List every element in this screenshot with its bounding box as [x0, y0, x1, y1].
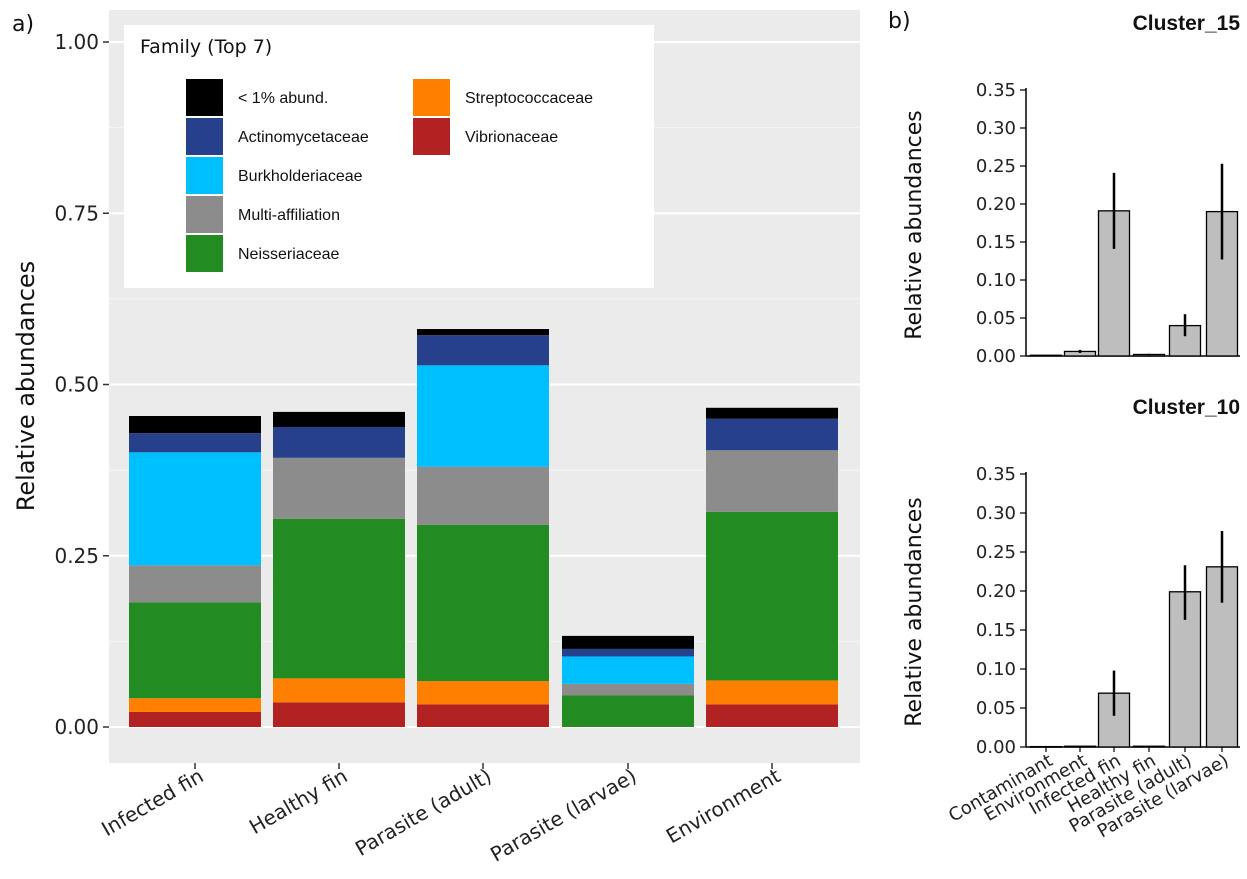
- legend-label-streptococcaceae: Streptococcaceae: [465, 90, 593, 107]
- bar-segment-vibrionaceae-parasite-adult: [417, 704, 549, 727]
- bar-segment-neisseriaceae-parasite-adult: [417, 524, 549, 682]
- y-tick-label: 0.25: [54, 544, 99, 568]
- y-tick-label: 0.00: [976, 737, 1016, 758]
- y-tick-label: 0.25: [976, 156, 1016, 177]
- x-tick-label-parasite-adult: Parasite (adult): [351, 764, 496, 861]
- y-tick-label: 0.10: [976, 270, 1016, 291]
- y-tick-label: 0.75: [54, 201, 99, 225]
- facet-title-cluster-15: Cluster_15: [1133, 12, 1241, 35]
- bar-segment-neisseriaceae-infected-fin: [129, 602, 261, 699]
- y-tick-label: 0.30: [976, 503, 1016, 524]
- bar-segment-actinomycetaceae-healthy-fin: [273, 426, 405, 458]
- bar-segment-vibrionaceae-environment: [706, 704, 838, 727]
- legend-key-burkholderiaceae: [186, 157, 223, 194]
- y-tick-label: 0.00: [54, 715, 99, 739]
- legend-title: Family (Top 7): [140, 36, 272, 58]
- bar-segment-neisseriaceae-healthy-fin: [273, 518, 405, 679]
- panel-a-stacked-bars: [129, 329, 838, 727]
- bar-segment-burkholderiaceae-parasite-larvae: [562, 656, 694, 684]
- bar-segment-1-abund-healthy-fin: [273, 411, 405, 427]
- legend-key-streptococcaceae: [413, 79, 450, 116]
- bar-segment-streptococcaceae-environment: [706, 680, 838, 705]
- legend-items: < 1% abund. Actinomycetaceae Burkholderiac…: [186, 79, 593, 272]
- bar-segment-actinomycetaceae-environment: [706, 418, 838, 451]
- legend-key-neisseriaceae: [186, 235, 223, 272]
- y-tick-label: 0.15: [976, 232, 1016, 253]
- facet-cluster-15-y-axis-title: Relative abundances: [902, 110, 927, 340]
- facet-cluster-10-plot: 0.00 0.05 0.10 0.15 0.20 0.25 0.30 0.35: [976, 464, 1240, 758]
- legend-label-neisseriaceae: Neisseriaceae: [238, 246, 339, 263]
- y-tick-label: 0.50: [54, 373, 99, 397]
- panel-a-y-ticks: 0.00 0.25 0.50 0.75 1.00: [54, 30, 109, 739]
- panel-a-legend: Family (Top 7) < 1% abund. Actinomycetace…: [124, 25, 654, 288]
- facet-cluster-15-plot: 0.00 0.05 0.10 0.15 0.20 0.25 0.30 0.35: [976, 80, 1240, 367]
- y-tick-label: 0.10: [976, 659, 1016, 680]
- y-tick-label: 0.05: [976, 698, 1016, 719]
- panel-b: b) Cluster_15 0.000.050.100.150.200.250.…: [888, 9, 1240, 842]
- bar-segment-neisseriaceae-environment: [706, 511, 838, 681]
- bar-environment: [1063, 745, 1097, 748]
- legend-key-actinomycetaceae: [186, 118, 223, 155]
- bar-segment-multi-affiliation-parasite-adult: [417, 466, 549, 525]
- bar-segment-burkholderiaceae-infected-fin: [129, 452, 261, 566]
- facet-cluster-10-y-axis-title: Relative abundances: [902, 497, 927, 727]
- legend-label-actinomycetaceae: Actinomycetaceae: [238, 129, 369, 146]
- legend-label-1-abund: < 1% abund.: [238, 90, 328, 107]
- panel-a-label: a): [12, 12, 34, 37]
- legend-label-burkholderiaceae: Burkholderiaceae: [238, 168, 363, 185]
- panel-a-x-ticks: Infected fin Healthy fin Parasite (adult)P…: [97, 763, 785, 867]
- bar-segment-vibrionaceae-infected-fin: [129, 711, 261, 727]
- bar-healthy-fin: [1132, 745, 1166, 748]
- legend-label-multi-affiliation: Multi-affiliation: [238, 207, 340, 224]
- bar-segment-neisseriaceae-parasite-larvae: [562, 695, 694, 727]
- bar-segment-actinomycetaceae-parasite-larvae: [562, 648, 694, 657]
- legend-label-vibrionaceae: Vibrionaceae: [465, 129, 558, 146]
- facet-title-cluster-10: Cluster_10: [1133, 396, 1240, 419]
- facet-cluster-10: Cluster_10 0.000.050.100.150.200.250.300…: [902, 396, 1240, 842]
- bar-segment-burkholderiaceae-parasite-adult: [417, 365, 549, 467]
- y-tick-label: 0.20: [976, 581, 1016, 602]
- x-tick-label-infected-fin: Infected fin: [97, 764, 207, 841]
- bar-segment-streptococcaceae-parasite-adult: [417, 681, 549, 705]
- bar-segment-streptococcaceae-healthy-fin: [273, 678, 405, 703]
- bar-segment-multi-affiliation-infected-fin: [129, 565, 261, 603]
- legend-key-1-abund: [186, 79, 223, 116]
- y-tick-label: 0.00: [976, 346, 1016, 367]
- x-tick-label-healthy-fin: Healthy fin: [245, 764, 352, 839]
- bar-segment-actinomycetaceae-parasite-adult: [417, 335, 549, 366]
- bar-segment-1-abund-environment: [706, 407, 838, 419]
- y-tick-label: 0.05: [976, 308, 1016, 329]
- y-tick-label: 0.35: [976, 80, 1016, 101]
- bar-segment-multi-affiliation-healthy-fin: [273, 457, 405, 519]
- legend-key-vibrionaceae: [413, 118, 450, 155]
- y-tick-label: 0.30: [976, 118, 1016, 139]
- bar-segment-1-abund-infected-fin: [129, 416, 261, 434]
- panel-a: a) 0.00 0.25 0.50 0.75 1.00 Infected fin Heal…: [12, 10, 860, 867]
- y-tick-label: 0.25: [976, 542, 1016, 563]
- x-tick-label-parasite-larvae: Parasite (larvae): [486, 764, 640, 867]
- facet-cluster-15: Cluster_15 0.000.050.100.150.200.250.300…: [902, 12, 1240, 367]
- bar-segment-vibrionaceae-healthy-fin: [273, 702, 405, 727]
- bar-segment-1-abund-parasite-larvae: [562, 635, 694, 649]
- y-tick-label: 0.20: [976, 194, 1016, 215]
- legend-key-multi-affiliation: [186, 196, 223, 233]
- panel-a-y-axis-title: Relative abundances: [12, 261, 40, 511]
- x-tick-label-environment: Environment: [662, 763, 785, 848]
- bar-segment-multi-affiliation-parasite-larvae: [562, 683, 694, 696]
- bar-segment-1-abund-parasite-adult: [417, 329, 549, 336]
- bar-contaminant: [1029, 354, 1063, 357]
- y-tick-label: 0.15: [976, 620, 1016, 641]
- bar-segment-multi-affiliation-environment: [706, 450, 838, 512]
- y-tick-label: 1.00: [54, 30, 99, 54]
- bar-segment-streptococcaceae-infected-fin: [129, 698, 261, 712]
- bar-segment-actinomycetaceae-infected-fin: [129, 433, 261, 453]
- y-tick-label: 0.35: [976, 464, 1016, 485]
- panel-b-label: b): [888, 9, 911, 34]
